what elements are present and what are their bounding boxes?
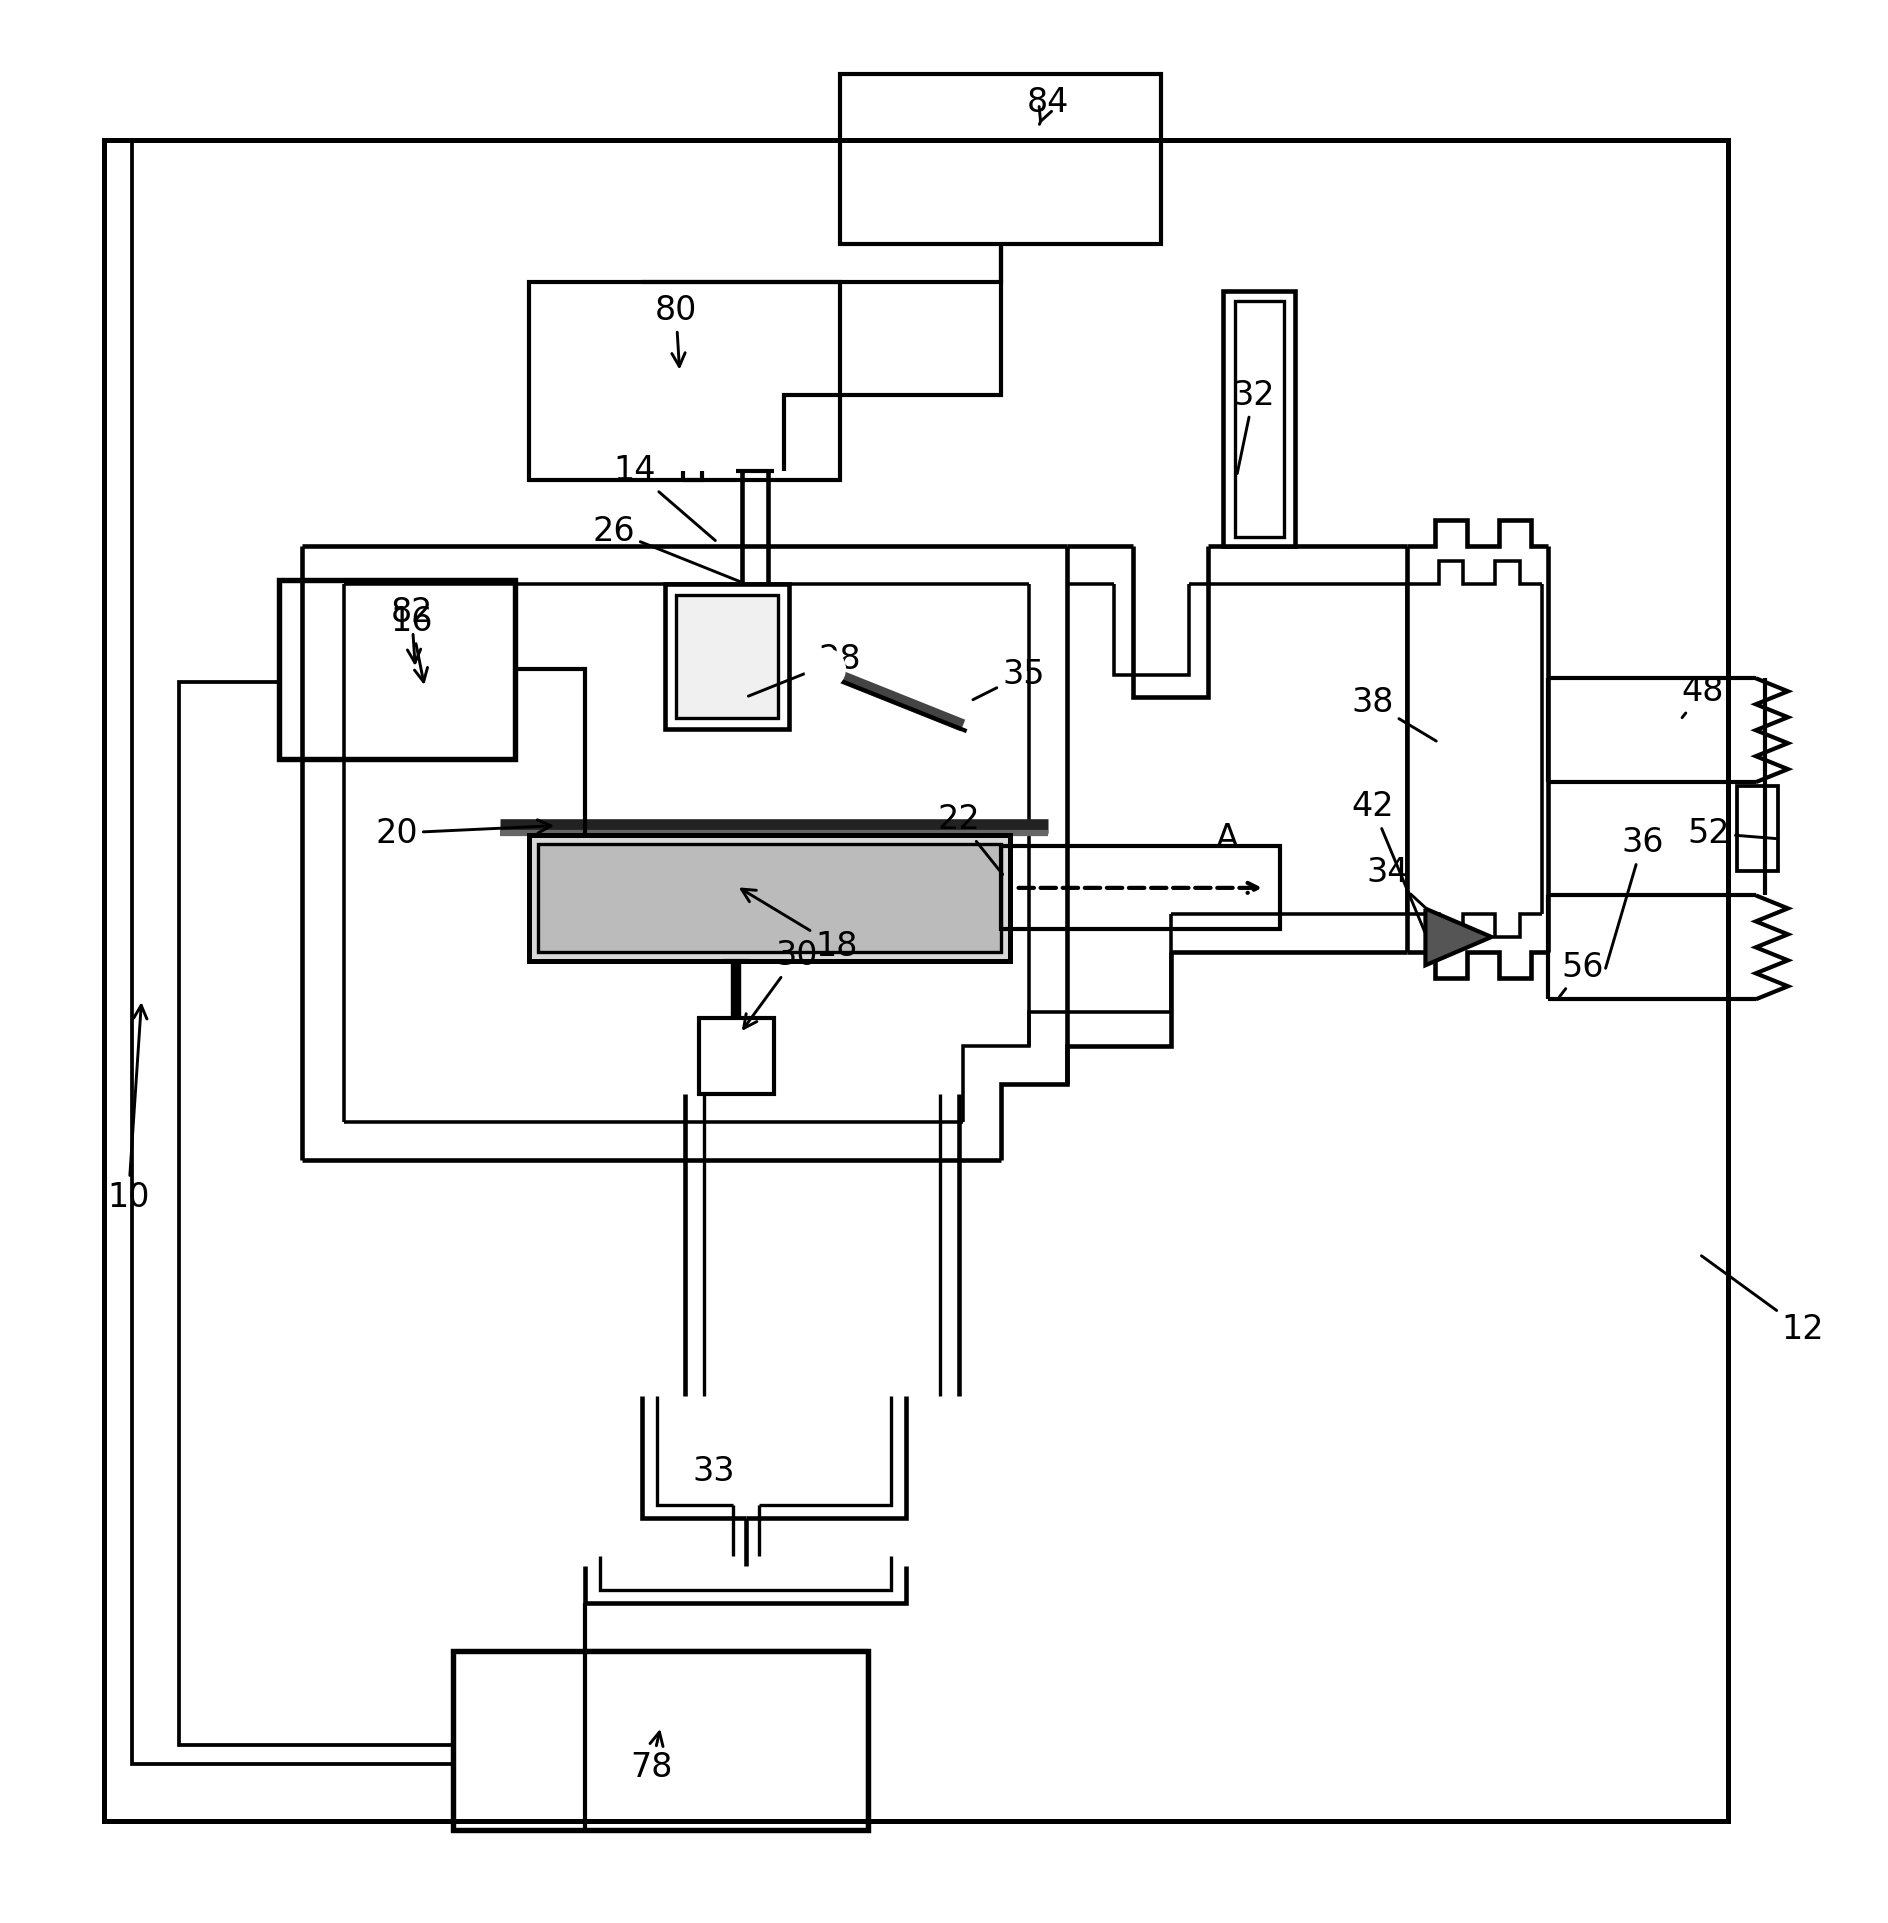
Bar xyxy=(1235,300,1284,537)
Text: 52: 52 xyxy=(1688,817,1777,850)
Text: 36: 36 xyxy=(1605,827,1663,969)
Text: 26: 26 xyxy=(593,515,744,583)
Text: 16: 16 xyxy=(391,606,432,683)
Bar xyxy=(453,1650,868,1831)
Bar xyxy=(104,140,1728,1821)
Text: 84: 84 xyxy=(1027,87,1069,125)
Text: 10: 10 xyxy=(108,1006,149,1213)
Bar xyxy=(676,596,778,717)
Text: 20: 20 xyxy=(376,817,551,850)
Text: 34: 34 xyxy=(1367,856,1437,917)
Text: 14: 14 xyxy=(614,454,716,540)
Text: 12: 12 xyxy=(1701,1256,1824,1346)
Circle shape xyxy=(806,650,844,688)
Text: 33: 33 xyxy=(693,1456,734,1488)
Bar xyxy=(665,585,789,729)
Polygon shape xyxy=(1425,910,1492,965)
Bar xyxy=(840,75,1161,244)
Bar xyxy=(1001,846,1280,929)
Text: 80: 80 xyxy=(655,294,697,367)
Bar xyxy=(529,283,840,481)
Bar xyxy=(529,835,1010,962)
Text: 82: 82 xyxy=(391,596,432,663)
Bar xyxy=(538,844,1001,952)
Bar xyxy=(279,581,515,760)
Text: 18: 18 xyxy=(742,888,857,963)
Text: 22: 22 xyxy=(938,804,1003,875)
Text: A: A xyxy=(1216,823,1239,856)
Text: 78: 78 xyxy=(631,1733,672,1785)
Text: 56: 56 xyxy=(1559,950,1603,996)
Text: 35: 35 xyxy=(972,658,1044,700)
Text: 30: 30 xyxy=(744,938,818,1029)
Text: 38: 38 xyxy=(1352,687,1437,740)
Text: 32: 32 xyxy=(1233,379,1274,473)
Text: 42: 42 xyxy=(1352,790,1427,940)
Bar xyxy=(1737,787,1778,871)
Bar xyxy=(1223,290,1295,546)
Bar xyxy=(699,1017,774,1094)
Text: 48: 48 xyxy=(1682,675,1724,717)
Text: 28: 28 xyxy=(748,642,861,696)
